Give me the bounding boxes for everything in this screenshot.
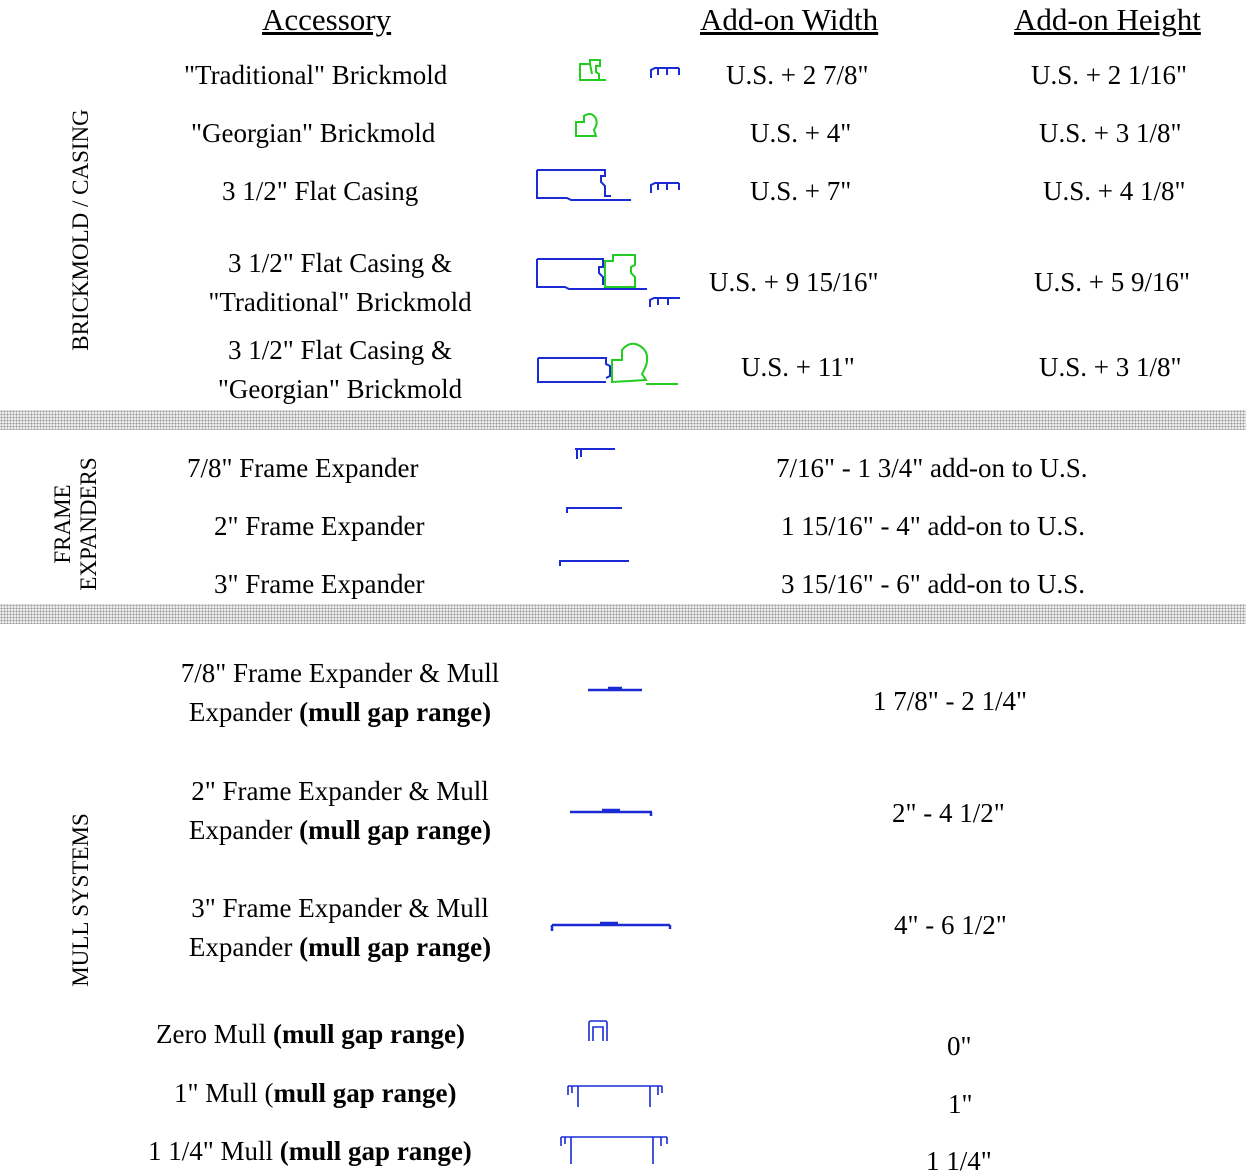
traditional-brickmold-profile-icon	[579, 59, 606, 81]
accessory-line: "Georgian" Brickmold	[217, 374, 463, 404]
mull-gap-range-label: (mull gap range)	[299, 815, 492, 845]
flat-casing-georgian-brickmold-profile-icon	[537, 342, 678, 385]
accessory-line: Expander	[188, 815, 300, 845]
range-7-8-mull-expander: 1 7/8" - 2 1/4"	[873, 686, 1028, 716]
accessory-line: 2" Frame Expander & Mull	[191, 776, 489, 806]
flat-casing-profile-icon	[536, 169, 631, 201]
header-add-on-height: Add-on Height	[1014, 2, 1201, 37]
accessory-flat-casing-traditional: 3 1/2" Flat Casing & "Traditional" Brick…	[184, 248, 496, 317]
height-georgian-brickmold: U.S. + 3 1/8"	[1039, 118, 1182, 148]
accessory-line: 3" Frame Expander & Mull	[191, 893, 489, 923]
sill-clip-icon	[650, 67, 680, 78]
3-mull-expander-profile-icon	[550, 921, 672, 931]
accessory-3-mull-expander: 3" Frame Expander & Mull Expander (mull …	[150, 893, 530, 962]
accessory-label: 1 1/4" Mull	[148, 1136, 280, 1166]
georgian-brickmold-profile-icon	[575, 113, 598, 137]
2-frame-expander-profile-icon	[566, 507, 622, 513]
accessory-1-1-4-mull: 1 1/4" Mull (mull gap range)	[148, 1136, 472, 1166]
accessory-line: 3 1/2" Flat Casing &	[227, 248, 453, 278]
accessory-label: 1" Mull (	[174, 1078, 274, 1108]
accessory-line: 3 1/2" Flat Casing &	[227, 335, 453, 365]
accessory-georgian-brickmold: "Georgian" Brickmold	[191, 118, 436, 148]
range-2-frame-expander: 1 15/16" - 4" add-on to U.S.	[781, 511, 1086, 541]
accessory-3-frame-expander: 3" Frame Expander	[214, 569, 425, 599]
flat-casing-traditional-brickmold-profile-icon	[536, 254, 680, 307]
height-traditional-brickmold: U.S. + 2 1/16"	[1031, 60, 1188, 90]
height-flat-casing-traditional: U.S. + 5 9/16"	[1034, 267, 1191, 297]
7-8-frame-expander-profile-icon	[575, 448, 615, 459]
accessory-7-8-frame-expander: 7/8" Frame Expander	[187, 453, 419, 483]
width-flat-casing: U.S. + 7"	[750, 176, 852, 206]
accessory-line: Expander	[188, 932, 300, 962]
mull-gap-range-label: mull gap range)	[273, 1078, 457, 1108]
section-label-brickmold-casing: BRICKMOLD / CASING	[68, 109, 93, 351]
1-1-4-mull-profile-icon	[560, 1136, 668, 1164]
sill-clip-icon	[650, 182, 680, 193]
mull-gap-range-label: (mull gap range)	[272, 1019, 465, 1049]
7-8-mull-expander-profile-icon	[588, 686, 642, 692]
accessory-zero-mull: Zero Mull (mull gap range)	[156, 1019, 465, 1049]
section-label-mull-systems: MULL SYSTEMS	[68, 813, 93, 987]
mull-gap-range-label: (mull gap range)	[279, 1136, 472, 1166]
1-mull-profile-icon	[567, 1085, 663, 1107]
height-flat-casing: U.S. + 4 1/8"	[1043, 176, 1186, 206]
accessory-traditional-brickmold: "Traditional" Brickmold	[184, 60, 448, 90]
accessory-line: "Traditional" Brickmold	[208, 287, 472, 317]
height-flat-casing-georgian: U.S. + 3 1/8"	[1039, 352, 1182, 382]
section-label-frame-expanders: FRAME EXPANDERS	[50, 457, 102, 590]
width-georgian-brickmold: U.S. + 4"	[750, 118, 852, 148]
section-label-frame-line2: EXPANDERS	[76, 457, 101, 591]
range-1-1-4-mull: 1 1/4"	[926, 1146, 992, 1176]
accessory-2-frame-expander: 2" Frame Expander	[214, 511, 425, 541]
mull-gap-range-label: (mull gap range)	[299, 697, 492, 727]
accessory-1-mull: 1" Mull (mull gap range)	[174, 1078, 457, 1108]
mull-gap-range-label: (mull gap range)	[299, 932, 492, 962]
width-traditional-brickmold: U.S. + 2 7/8"	[726, 60, 869, 90]
accessory-2-mull-expander: 2" Frame Expander & Mull Expander (mull …	[150, 776, 530, 845]
header-add-on-width: Add-on Width	[700, 2, 879, 37]
header-accessory: Accessory	[262, 2, 392, 37]
3-frame-expander-profile-icon	[559, 560, 629, 566]
section-label-frame-line1: FRAME	[50, 484, 75, 564]
range-2-mull-expander: 2" - 4 1/2"	[892, 798, 1005, 828]
width-flat-casing-traditional: U.S. + 9 15/16"	[709, 267, 879, 297]
section-separator	[0, 410, 1246, 430]
width-flat-casing-georgian: U.S. + 11"	[741, 352, 855, 382]
range-3-mull-expander: 4" - 6 1/2"	[894, 910, 1007, 940]
2-mull-expander-profile-icon	[570, 808, 653, 816]
accessory-label: Zero Mull	[156, 1019, 273, 1049]
accessory-line: 7/8" Frame Expander & Mull	[180, 658, 500, 688]
accessory-flat-casing-georgian: 3 1/2" Flat Casing & "Georgian" Brickmol…	[184, 335, 496, 404]
range-3-frame-expander: 3 15/16" - 6" add-on to U.S.	[781, 569, 1086, 599]
range-1-mull: 1"	[948, 1089, 973, 1119]
accessory-line: Expander	[188, 697, 300, 727]
range-zero-mull: 0"	[947, 1031, 972, 1061]
zero-mull-profile-icon	[588, 1020, 608, 1041]
range-7-8-frame-expander: 7/16" - 1 3/4" add-on to U.S.	[776, 453, 1088, 483]
accessory-flat-casing: 3 1/2" Flat Casing	[222, 176, 419, 206]
section-separator	[0, 604, 1246, 624]
accessory-7-8-mull-expander: 7/8" Frame Expander & Mull Expander (mul…	[150, 658, 530, 727]
